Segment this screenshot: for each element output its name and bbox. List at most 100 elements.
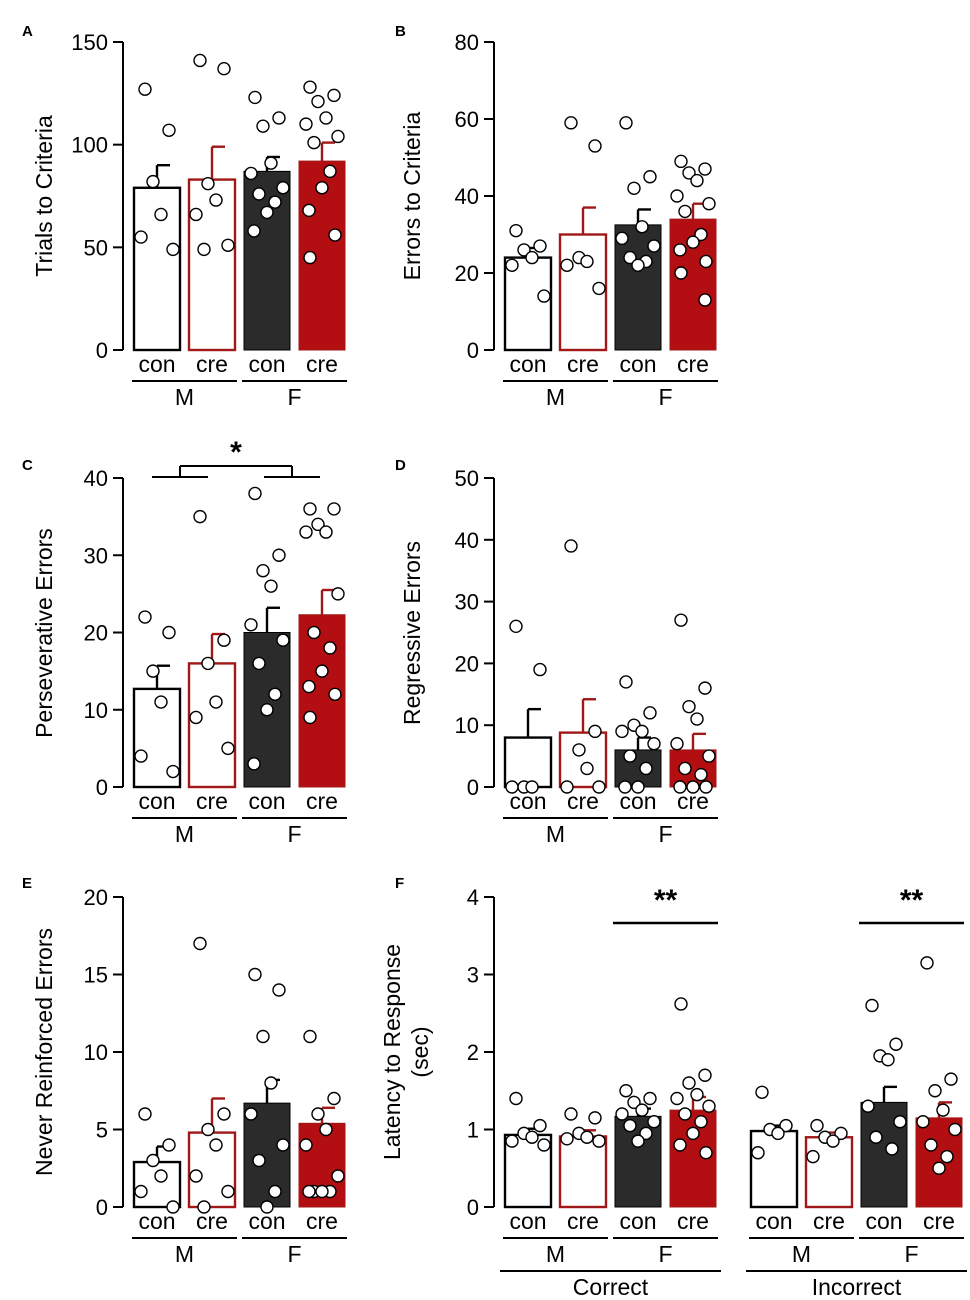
data-point-F-3-1 [698, 1068, 712, 1082]
data-point-F-6-7 [885, 1142, 899, 1156]
category-label: cre [813, 1208, 845, 1234]
data-point-C-2-3 [264, 579, 278, 593]
data-point-C-3-6 [307, 625, 321, 640]
data-point-F-4-4 [751, 1146, 765, 1160]
sex-group-label: F [287, 821, 301, 847]
data-point-E-1-2 [201, 1122, 215, 1137]
data-point-F-0-3 [525, 1130, 539, 1144]
y-tick-label: 0 [467, 775, 479, 800]
data-point-F-3-2 [682, 1076, 696, 1090]
category-label: con [619, 788, 656, 814]
data-point-A-3-9 [302, 203, 316, 218]
data-point-D-3-6 [678, 761, 692, 776]
y-tick-label: 20 [455, 261, 479, 286]
data-point-B-3-9 [673, 243, 687, 257]
data-point-B-3-4 [670, 189, 684, 203]
data-point-B-0-0 [509, 223, 523, 238]
sex-group-label: F [658, 821, 672, 847]
data-point-F-5-1 [834, 1126, 848, 1141]
data-point-D-3-9 [673, 780, 687, 794]
data-point-D-2-4 [615, 724, 629, 739]
y-tick-label: 2 [467, 1040, 479, 1065]
category-label: cre [196, 1208, 228, 1234]
y-tick-label: 50 [84, 235, 108, 260]
data-point-E-1-4 [189, 1169, 203, 1183]
data-point-D-2-9 [618, 780, 632, 794]
panel-letter: C [22, 457, 33, 474]
bar-E-2 [243, 1102, 291, 1208]
category-label: cre [306, 351, 338, 377]
data-point-C-2-1 [272, 548, 286, 562]
y-tick-label: 100 [71, 133, 108, 158]
data-point-B-3-3 [690, 173, 704, 188]
data-point-B-2-3 [635, 220, 649, 234]
data-point-F-5-4 [806, 1149, 820, 1164]
data-point-F-0-1 [533, 1118, 547, 1133]
y-tick-label: 0 [467, 1195, 479, 1220]
data-point-D-2-3 [635, 724, 649, 739]
sex-group-label: M [175, 384, 194, 410]
data-point-E-2-3 [264, 1076, 278, 1090]
data-point-C-3-4 [299, 525, 313, 539]
data-point-A-3-1 [327, 88, 341, 103]
data-point-C-0-5 [166, 764, 180, 779]
data-point-E-3-9 [302, 1184, 316, 1199]
data-point-E-3-2 [311, 1107, 325, 1121]
data-point-B-2-0 [619, 116, 633, 130]
y-tick-label: 3 [467, 963, 479, 988]
significance-star: * [230, 436, 242, 469]
data-point-B-0-2 [517, 243, 531, 257]
sex-group-label: M [175, 1241, 194, 1267]
data-point-F-3-4 [670, 1091, 684, 1106]
data-point-B-1-0 [564, 116, 578, 130]
sex-group-label: F [658, 384, 672, 410]
data-point-B-1-5 [592, 281, 606, 296]
data-point-B-3-6 [678, 204, 692, 219]
data-point-D-2-7 [639, 761, 653, 776]
data-point-A-3-6 [307, 135, 321, 150]
data-point-D-1-1 [588, 724, 602, 739]
data-point-A-2-6 [252, 187, 266, 201]
data-point-F-7-3 [936, 1103, 950, 1117]
data-point-F-1-3 [580, 1130, 594, 1144]
y-tick-label: 80 [455, 30, 479, 55]
data-point-C-3-9 [302, 679, 316, 694]
category-label: con [619, 1208, 656, 1234]
data-point-D-3-10 [699, 780, 713, 794]
bar-E-0 [132, 1160, 182, 1209]
category-label: cre [677, 351, 709, 377]
bar-F-4 [749, 1129, 799, 1209]
data-point-E-1-1 [217, 1107, 231, 1121]
data-point-A-3-5 [331, 129, 345, 144]
category-label: cre [306, 788, 338, 814]
y-tick-label: 50 [455, 466, 479, 491]
panel-letter: F [395, 875, 404, 892]
data-point-F-3-3 [690, 1087, 704, 1102]
category-label: cre [923, 1208, 955, 1234]
data-point-D-1-2 [572, 743, 586, 757]
data-point-D-1-3 [580, 761, 594, 776]
sex-group-label: F [287, 1241, 301, 1267]
data-point-D-3-1 [698, 681, 712, 695]
y-tick-label: 5 [96, 1118, 108, 1143]
sex-group-label: M [546, 1241, 565, 1267]
category-label: cre [677, 1208, 709, 1234]
data-point-C-1-5 [221, 741, 235, 756]
data-point-A-2-8 [260, 205, 274, 220]
data-point-F-3-7 [694, 1115, 708, 1129]
data-point-B-3-1 [698, 162, 712, 176]
data-point-E-2-0 [248, 967, 262, 982]
data-point-A-3-2 [311, 94, 325, 109]
data-point-D-0-4 [505, 780, 519, 794]
data-point-F-0-0 [509, 1091, 523, 1106]
data-point-C-3-2 [311, 517, 325, 532]
data-point-C-1-3 [209, 695, 223, 709]
data-point-F-6-1 [889, 1037, 903, 1051]
data-point-C-0-2 [146, 664, 160, 678]
sex-group-label: M [792, 1241, 811, 1267]
data-point-F-7-4 [916, 1115, 930, 1129]
data-point-E-1-5 [221, 1184, 235, 1199]
data-point-C-0-0 [138, 610, 152, 624]
bar-F-2 [614, 1115, 662, 1208]
category-label: con [138, 1208, 175, 1234]
